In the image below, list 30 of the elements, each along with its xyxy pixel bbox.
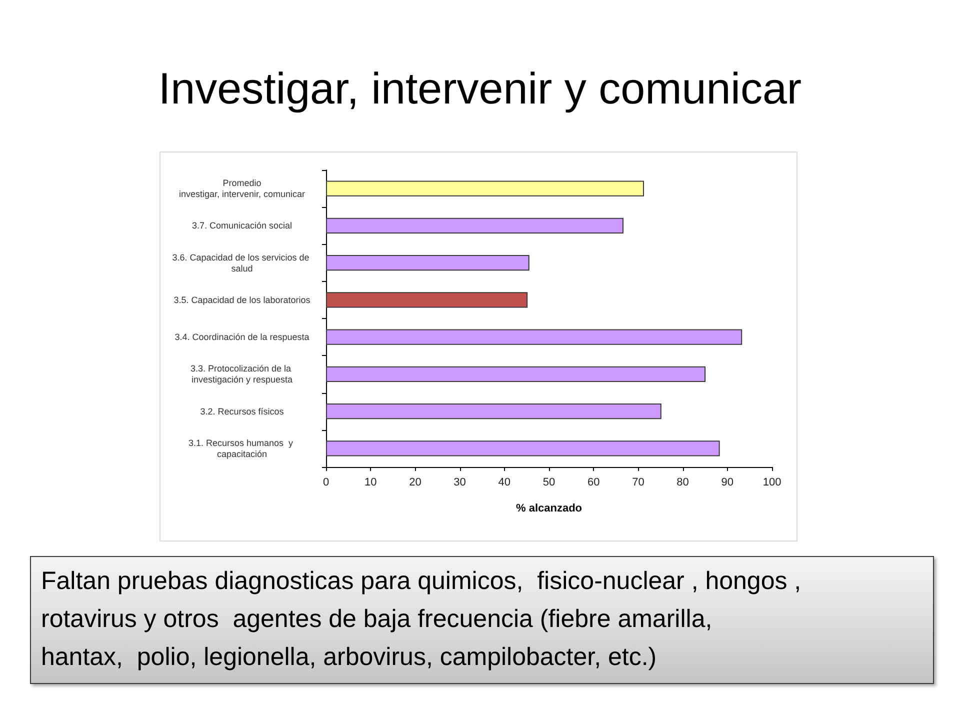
bar: [326, 366, 706, 382]
bar: [326, 440, 720, 456]
x-tick-label: 40: [498, 476, 511, 488]
x-axis-title: % alcanzado: [516, 502, 582, 514]
x-tick-label: 70: [632, 476, 644, 488]
y-tick-label: 3.5. Capacidad de los laboratorios: [174, 294, 311, 305]
x-tick-label: 100: [762, 476, 782, 488]
x-tick-label: 90: [721, 476, 734, 488]
text: Faltan pruebas diagnosticas para quimicos, fisico-nuclear , hongos , rotavirus y otros agentes de baja frecuencia (fiebre amarilla, hantax, polio, legionella, arbovirus, campilobacter, etc.): [30, 556, 934, 684]
bar: [326, 329, 742, 345]
bar: [326, 180, 644, 196]
bar: [326, 218, 624, 234]
x-tick-label: 30: [454, 476, 466, 488]
y-tick-label: 3.4. Coordinación de la respuesta: [174, 332, 310, 342]
y-tick-label: 3.1. Recursos humanos y capacitación: [188, 438, 296, 459]
bar: [326, 292, 528, 308]
y-tick-label: 3.3. Protocolización de la investigación y respuesta: [190, 364, 294, 385]
y-tick-label: 3.2. Recursos físicos: [200, 406, 284, 416]
x-tick-label: 50: [542, 476, 556, 488]
x-tick-label: 20: [409, 476, 422, 488]
bar: [326, 404, 662, 420]
chart-title: Investigar, intervenir y comunicar: [158, 64, 802, 114]
x-tick-label: 0: [322, 476, 330, 488]
x-tick-label: 80: [676, 476, 689, 488]
y-tick-label: Promedio investigar, intervenir, comunicar: [178, 178, 306, 200]
x-tick-label: 10: [364, 476, 377, 488]
bar: [326, 255, 530, 271]
y-tick-label: 3.7. Comunicación social: [192, 220, 292, 231]
y-tick-label: 3.6. Capacidad de los servicios de salud: [172, 252, 312, 274]
x-tick-label: 60: [587, 476, 600, 488]
